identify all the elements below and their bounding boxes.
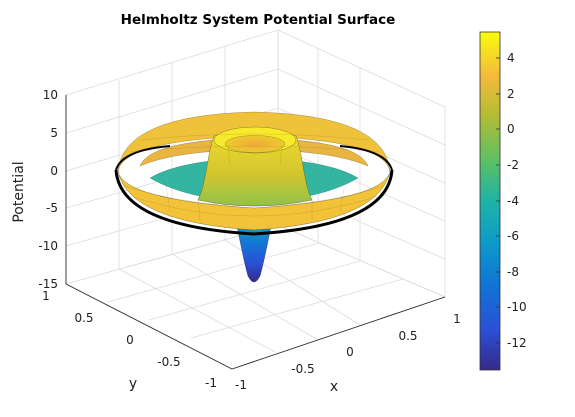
x-tick-label: -0.5 xyxy=(291,362,314,376)
x-tick-label: 0.5 xyxy=(398,329,417,343)
colorbar: 4 2 0 -2 -4 -6 -8 -10 -12 xyxy=(479,31,527,371)
x-tick-labels: -1 -0.5 0 0.5 1 xyxy=(235,312,461,392)
surface-peak-crater xyxy=(224,135,286,153)
y-tick-label: -0.5 xyxy=(157,355,180,369)
z-tick-label: -15 xyxy=(38,277,58,291)
x-axis-label: x xyxy=(330,379,338,395)
surface-mesh xyxy=(123,133,385,221)
y-tick-label: 0.5 xyxy=(74,311,93,325)
surface-edge-back xyxy=(115,145,171,171)
y-tick-labels: 1 0.5 0 -0.5 -1 xyxy=(42,289,217,390)
colorbar-tick-label: 0 xyxy=(507,122,515,136)
z-tick-label: -10 xyxy=(38,239,58,253)
y-tick-label: -1 xyxy=(205,376,217,390)
colorbar-tick-label: -12 xyxy=(507,336,527,350)
colorbar-tick-labels: 4 2 0 -2 -4 -6 -8 -10 -12 xyxy=(507,51,527,350)
y-tick-label: 0 xyxy=(126,333,134,347)
colorbar-tick-label: -8 xyxy=(507,265,519,279)
surface-rim-back xyxy=(117,111,391,173)
z-tick-label: 0 xyxy=(50,164,58,178)
colorbar-tick-label: -6 xyxy=(507,229,519,243)
surface-edge xyxy=(114,169,394,236)
z-tick-label: 10 xyxy=(43,88,58,102)
colorbar-tick-label: -4 xyxy=(507,194,519,208)
colorbar-tick-label: 4 xyxy=(507,51,515,65)
x-tick-label: 0 xyxy=(346,345,354,359)
z-tick-labels: 10 5 0 -5 -10 -15 xyxy=(38,88,58,291)
surface-plot xyxy=(114,111,394,283)
surface-edge-back-right xyxy=(339,145,393,171)
colorbar-tick-label: -2 xyxy=(507,158,519,172)
surface-rim-front xyxy=(117,171,391,231)
z-tick-label: 5 xyxy=(50,126,58,140)
y-axis-label: y xyxy=(129,376,137,392)
x-tick-label: -1 xyxy=(235,378,247,392)
colorbar-tick-label: 2 xyxy=(507,87,515,101)
y-tick-label: 1 xyxy=(42,289,50,303)
z-axis-label: Potential xyxy=(11,161,27,222)
colorbar-tick-marks xyxy=(496,57,500,344)
colorbar-tick-label: -10 xyxy=(507,300,527,314)
chart-title: Helmholtz System Potential Surface xyxy=(121,12,396,28)
x-tick-label: 1 xyxy=(453,312,461,326)
z-tick-label: -5 xyxy=(46,201,58,215)
surface-well xyxy=(235,221,273,283)
